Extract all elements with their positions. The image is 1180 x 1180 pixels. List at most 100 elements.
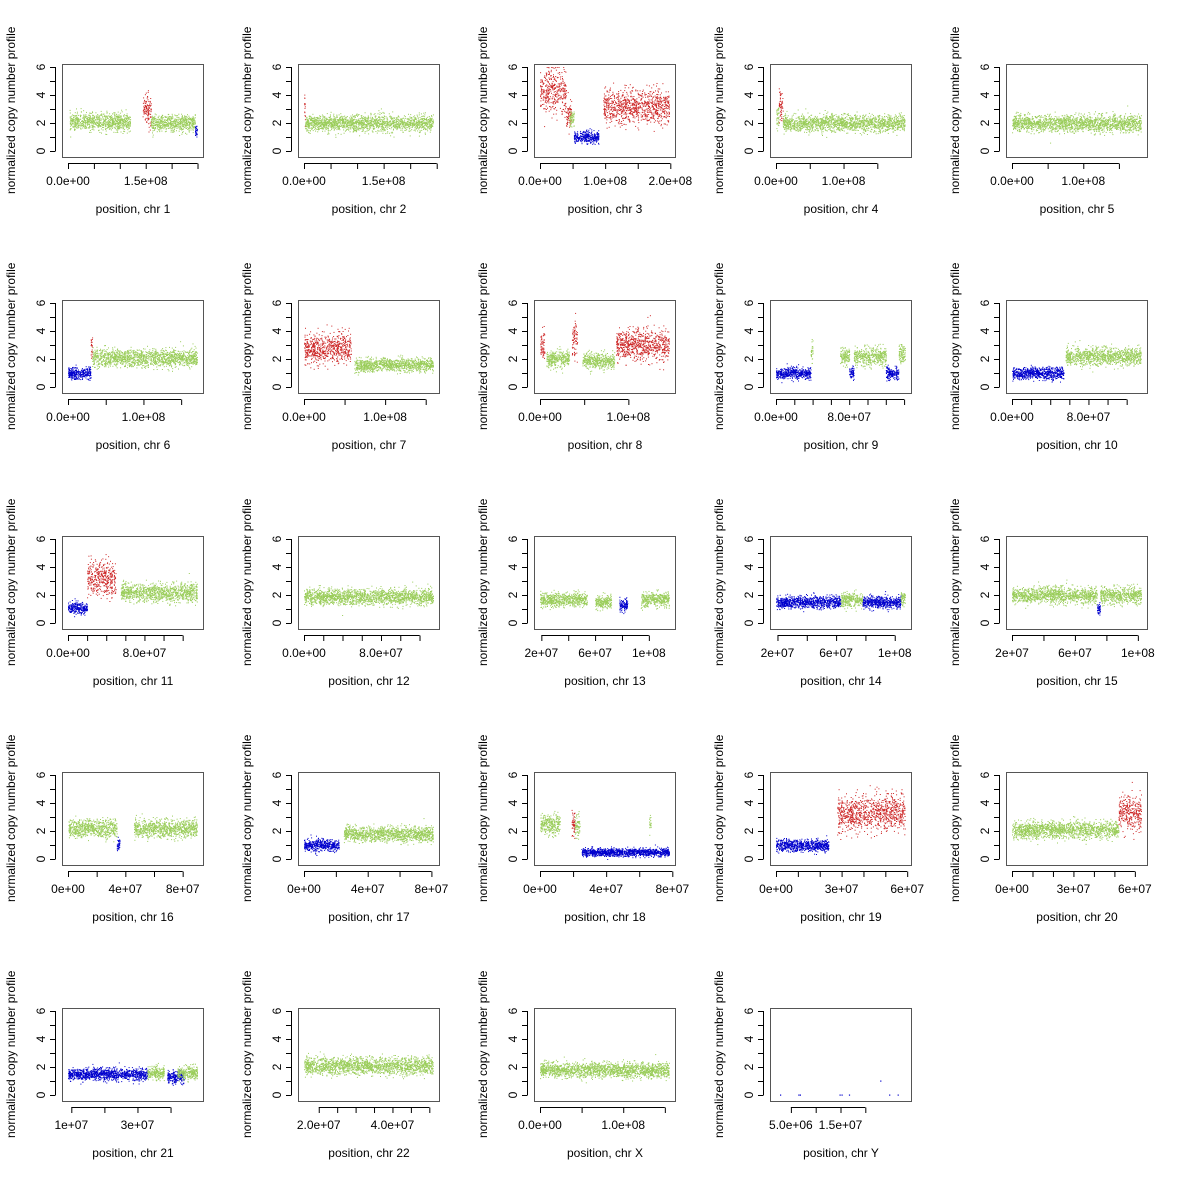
- data-point: [623, 123, 625, 125]
- data-point: [396, 129, 398, 131]
- data-point: [651, 102, 653, 104]
- data-point: [110, 126, 112, 128]
- data-point: [653, 118, 655, 120]
- data-point: [392, 111, 394, 113]
- data-point: [432, 120, 433, 122]
- data-point: [572, 122, 574, 124]
- data-point: [566, 112, 568, 114]
- data-point: [341, 123, 343, 125]
- data-point: [103, 123, 105, 125]
- data-point: [74, 129, 76, 130]
- data-point: [629, 112, 631, 114]
- data-point: [418, 114, 420, 116]
- data-point: [645, 94, 647, 95]
- data-point: [88, 120, 90, 122]
- data-point: [547, 90, 549, 92]
- data-point: [158, 119, 160, 121]
- data-point: [334, 121, 336, 123]
- data-point: [188, 121, 190, 123]
- data-point: [338, 122, 340, 124]
- data-point: [617, 109, 619, 111]
- data-point: [651, 102, 653, 104]
- data-point: [664, 110, 666, 112]
- data-point: [540, 82, 542, 83]
- data-point: [329, 130, 331, 132]
- data-point: [161, 127, 163, 129]
- data-point: [429, 117, 431, 119]
- data-point: [128, 116, 130, 118]
- data-point: [191, 117, 193, 119]
- data-point: [632, 102, 634, 104]
- data-point: [635, 108, 637, 110]
- data-point: [577, 138, 579, 140]
- data-point: [354, 115, 356, 116]
- data-point: [626, 100, 628, 102]
- data-point: [404, 116, 406, 118]
- data-point: [189, 127, 190, 129]
- data-point: [382, 124, 383, 125]
- data-point: [115, 114, 117, 116]
- data-point: [358, 119, 359, 121]
- data-point: [562, 102, 564, 104]
- data-point: [330, 123, 332, 125]
- data-point: [195, 130, 197, 132]
- data-point: [565, 93, 566, 95]
- data-point: [556, 100, 558, 102]
- data-point: [418, 135, 420, 137]
- data-point: [643, 114, 645, 115]
- data-point: [373, 120, 375, 121]
- data-point: [548, 70, 550, 72]
- data-point: [315, 130, 317, 132]
- data-point: [342, 121, 344, 123]
- data-point: [333, 123, 335, 124]
- data-point: [308, 120, 310, 122]
- data-point: [168, 127, 170, 129]
- data-point: [570, 108, 571, 110]
- data-point: [187, 121, 189, 123]
- data-point: [168, 117, 170, 119]
- data-point: [607, 114, 609, 116]
- data-point: [540, 95, 542, 97]
- data-point: [352, 114, 353, 116]
- data-point: [642, 115, 644, 117]
- data-point: [398, 121, 399, 123]
- data-point: [402, 120, 403, 122]
- data-point: [551, 82, 553, 84]
- data-point: [378, 122, 380, 124]
- data-point: [357, 129, 359, 131]
- data-point: [170, 124, 172, 126]
- data-point: [99, 125, 101, 127]
- data-point: [666, 100, 668, 102]
- data-point: [79, 120, 80, 122]
- data-point: [304, 107, 306, 109]
- data-point: [411, 123, 413, 125]
- data-point: [646, 123, 648, 125]
- data-point: [338, 128, 340, 130]
- data-point: [406, 121, 408, 123]
- data-point: [410, 122, 412, 124]
- data-point: [98, 122, 100, 124]
- data-point: [314, 126, 316, 128]
- data-point: [557, 95, 559, 97]
- data-point: [375, 120, 377, 122]
- data-point: [605, 98, 607, 100]
- data-point: [648, 100, 650, 102]
- data-point: [573, 111, 575, 113]
- data-point: [181, 124, 183, 126]
- data-point: [190, 129, 192, 131]
- data-point: [85, 116, 87, 117]
- data-point: [88, 123, 90, 125]
- data-point: [592, 136, 594, 138]
- data-point: [111, 126, 113, 128]
- data-point: [410, 125, 412, 126]
- data-point: [88, 119, 90, 121]
- data-point: [143, 113, 145, 115]
- data-point: [668, 112, 670, 114]
- data-point: [416, 125, 418, 127]
- data-point: [641, 98, 643, 100]
- data-point: [185, 123, 187, 125]
- data-point: [358, 125, 360, 126]
- data-point: [123, 121, 125, 123]
- data-point: [170, 129, 172, 131]
- data-point: [102, 116, 104, 118]
